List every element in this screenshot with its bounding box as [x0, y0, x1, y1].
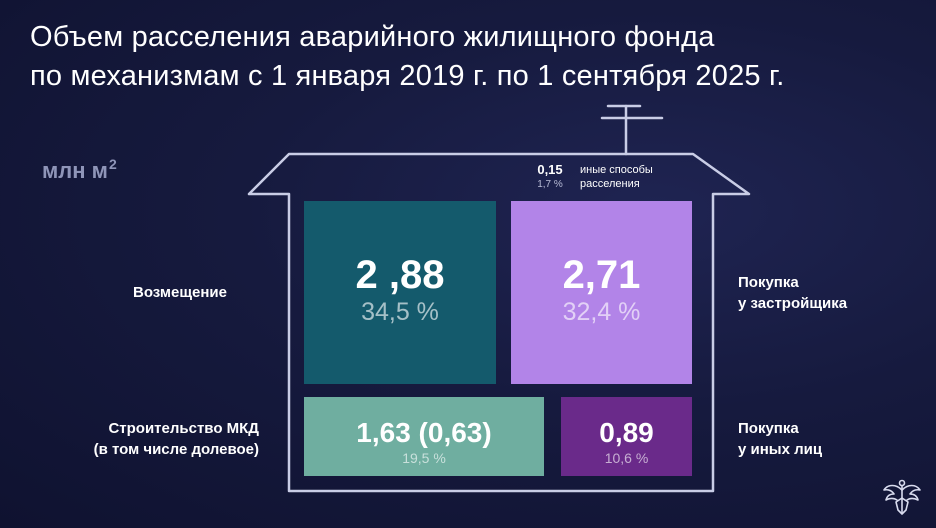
emblem-icon [883, 479, 921, 515]
label-developer-purchase-line1: Покупка [738, 274, 799, 291]
segment-developer-purchase-value: 2,71 [562, 253, 641, 297]
label-compensation: Возмещение [133, 284, 227, 301]
unit-text: млн м [42, 158, 108, 183]
segment-compensation: 2 ,88 34,5 % [304, 201, 496, 384]
segment-construction: 1,63 (0,63) 19,5 % [304, 397, 544, 476]
unit-superscript: 2 [108, 156, 117, 172]
house-roof [247, 152, 751, 493]
segment-other-purchase-percent: 10,6 % [604, 450, 649, 466]
segment-construction-percent: 19,5 % [402, 450, 446, 466]
label-construction: Строительство МКД (в том числе долевое) [46, 418, 259, 460]
segment-other-methods-label-line2: расселения [580, 178, 640, 190]
label-other-purchase: Покупка у иных лиц [738, 418, 822, 460]
segment-other-purchase: 0,89 10,6 % [561, 397, 692, 476]
page-title: Объем расселения аварийного жилищного фо… [30, 18, 910, 96]
label-construction-line2: (в том числе долевое) [93, 441, 259, 458]
segment-other-methods-percent: 1,7 % [537, 179, 563, 190]
segment-construction-value: 1,63 (0,63) [356, 417, 492, 448]
segment-other-methods-label-line1: иные способы [580, 164, 653, 176]
segment-other-methods-value: 0,15 [537, 162, 563, 177]
segment-other-purchase-value: 0,89 [599, 417, 654, 448]
segment-developer-purchase-percent: 32,4 % [562, 298, 641, 326]
segment-compensation-percent: 34,5 % [361, 298, 439, 326]
title-line-1: Объем расселения аварийного жилищного фо… [30, 21, 715, 53]
label-developer-purchase: Покупка у застройщика [738, 272, 847, 314]
label-construction-line1: Строительство МКД [108, 420, 259, 437]
title-line-2: по механизмам с 1 января 2019 г. по 1 се… [30, 60, 785, 92]
label-developer-purchase-line2: у застройщика [738, 295, 848, 312]
label-other-purchase-line2: у иных лиц [738, 441, 823, 458]
label-other-purchase-line1: Покупка [738, 420, 799, 437]
unit-label: млн м2 [42, 156, 117, 184]
segment-compensation-value: 2 ,88 [355, 253, 445, 297]
segment-other-methods-label: иные способы расселения [580, 163, 653, 191]
segment-other-methods: 0,15 1,7 % [524, 162, 576, 192]
segment-developer-purchase: 2,71 32,4 % [511, 201, 692, 384]
